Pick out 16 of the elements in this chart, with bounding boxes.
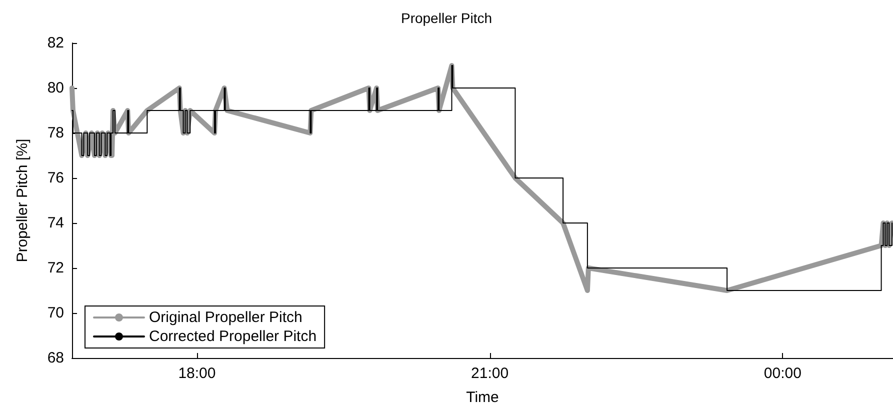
y-tick-label: 78 <box>47 124 64 142</box>
y-tick-label: 68 <box>47 350 64 366</box>
legend-label: Corrected Propeller Pitch <box>149 328 317 345</box>
y-tick-label: 74 <box>47 214 64 232</box>
y-tick-label: 80 <box>47 80 64 96</box>
x-tick-label: 21:00 <box>471 365 509 382</box>
y-tick-label: 70 <box>47 304 64 322</box>
y-tick-label: 72 <box>47 260 64 276</box>
y-axis-title: Propeller Pitch [%] <box>14 138 31 262</box>
x-axis-title: Time <box>466 389 499 406</box>
x-tick-label: 00:00 <box>764 365 802 382</box>
x-tick-label: 18:00 <box>178 365 216 382</box>
y-tick-label: 82 <box>47 34 64 52</box>
legend-label: Original Propeller Pitch <box>149 309 302 326</box>
chart-title: Propeller Pitch <box>400 10 492 26</box>
y-tick-label: 76 <box>47 170 64 186</box>
